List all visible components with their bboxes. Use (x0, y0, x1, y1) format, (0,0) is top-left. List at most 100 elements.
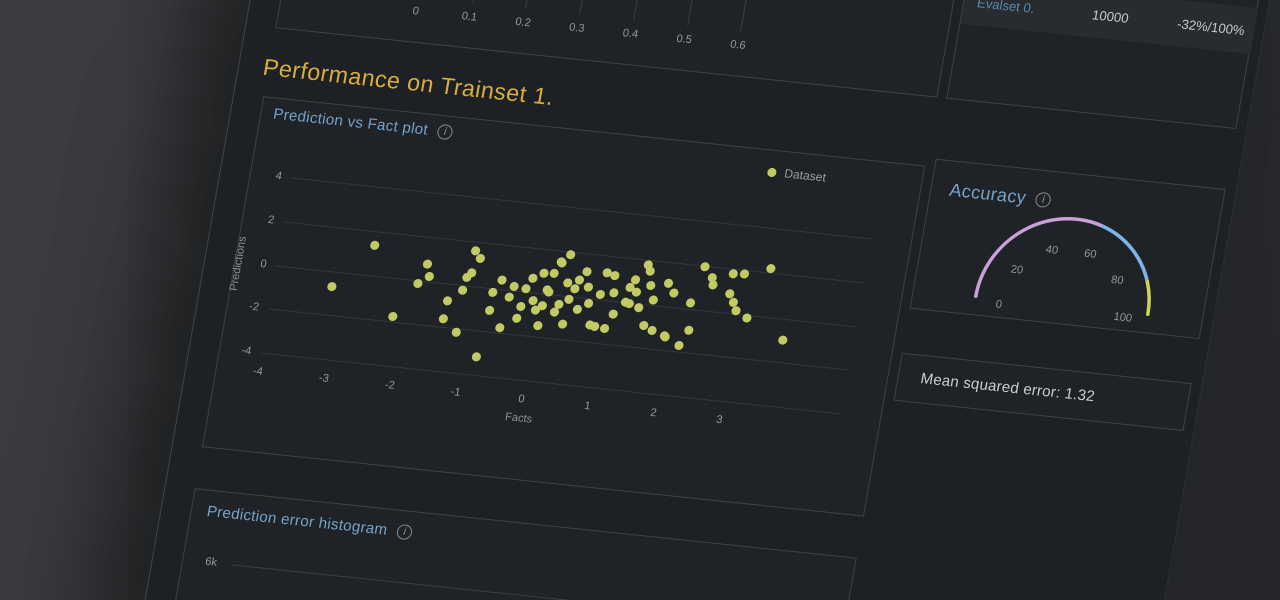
top-chart-x-tick: 0.3 (568, 21, 586, 36)
scatter-point (631, 286, 642, 297)
scatter-point (571, 304, 583, 315)
info-icon[interactable]: i (436, 123, 455, 141)
scatter-point (683, 325, 695, 335)
mse-panel: Mean squared error: 1.32 (893, 352, 1192, 432)
scatter-point (515, 301, 526, 312)
gauge-tick-label: 20 (1009, 262, 1025, 277)
scatter-x-tick: -2 (383, 378, 396, 392)
top-chart-x-tick: 0 (411, 5, 420, 18)
top-chart-gridline (740, 0, 767, 32)
scatter-y-tick: 4 (274, 169, 283, 183)
scatter-panel-title: Prediction vs Fact plot (271, 105, 430, 139)
scatter-point (608, 287, 620, 298)
scatter-point (673, 340, 684, 351)
scatter-x-tick: 0 (517, 392, 526, 406)
gauge-tick-labels: 0 20 40 60 80 100 (910, 160, 1226, 340)
scatter-point (663, 278, 675, 288)
scatter-point (563, 294, 574, 305)
x-axis-title: Facts (504, 410, 534, 426)
scatter-point (569, 283, 580, 294)
accuracy-panel: Accuracy i 0 20 40 60 80 100 (909, 158, 1226, 340)
scatter-point (422, 259, 433, 270)
scatter-point (511, 312, 522, 323)
scatter-point (543, 287, 555, 298)
gauge-arc-segment (974, 217, 1105, 298)
scatter-point (645, 280, 657, 291)
scatter-point (668, 287, 680, 298)
scatter-point (438, 313, 449, 324)
top-chart-x-tick: 0.6 (729, 38, 747, 52)
mse-value-text: Mean squared error: 1.32 (919, 370, 1097, 406)
scatter-point (644, 266, 656, 277)
scatter-point (503, 292, 515, 303)
scatter-point (565, 249, 577, 260)
evalset-table-row[interactable]: Evalset 0. 10000 -32%/100% (960, 0, 1259, 55)
legend-label: Dataset (783, 166, 828, 185)
y-axis-title: Predictions (227, 235, 250, 292)
scatter-point (487, 287, 498, 298)
evalset-name-link[interactable]: Evalset 0. (976, 0, 1036, 16)
scatter-point (553, 299, 565, 310)
scatter-point (475, 253, 486, 264)
top-chart-gridline (632, 0, 660, 20)
scatter-x-tick: 1 (583, 399, 592, 413)
legend-marker-icon (766, 166, 778, 177)
top-chart-gridline (471, 0, 499, 4)
scatter-point (589, 321, 601, 332)
scatter-point (727, 268, 739, 279)
gauge-tick-label: 100 (1112, 310, 1134, 325)
scatter-point (527, 295, 539, 306)
scatter-point (450, 327, 462, 338)
scatter-point (633, 302, 644, 313)
dashboard-page: 0 0.1 0.2 0.3 0.4 0.5 0.6 Evalset 0. 10000 -32… (98, 0, 1277, 600)
scatter-point (608, 308, 619, 319)
scatter-point (776, 335, 788, 346)
scatter-point (369, 240, 380, 251)
scatter-point (532, 321, 543, 331)
scatter-point (387, 311, 398, 322)
histogram-y-tick: 6k (204, 555, 218, 569)
scatter-point (699, 261, 711, 272)
scatter-point (326, 281, 338, 292)
scatter-point (647, 325, 658, 336)
top-chart-gridline (686, 0, 713, 26)
scatter-point (465, 267, 477, 278)
scatter-point (457, 285, 469, 296)
histogram-panel: Prediction error histogram i 6k (130, 488, 857, 600)
scatter-point (527, 273, 538, 284)
scatter-gridline (291, 177, 872, 240)
scatter-point (494, 322, 506, 333)
scatter-x-tick: -4 (251, 365, 264, 379)
gauge-tick-label: 80 (1110, 273, 1125, 287)
top-chart-gridline (579, 0, 606, 15)
scatter-x-tick: -1 (449, 385, 462, 399)
scatter-y-tick: -4 (240, 344, 253, 358)
top-chart-x-tick: 0.5 (675, 32, 693, 47)
scatter-gridline (268, 308, 849, 371)
scatter-point (582, 281, 594, 292)
scatter-y-tick: 0 (259, 257, 268, 271)
scatter-point (595, 289, 606, 300)
scatter-point (496, 274, 508, 285)
info-icon[interactable]: i (396, 523, 414, 541)
gauge-arc-segment (1145, 280, 1151, 317)
scatter-legend[interactable]: Dataset (766, 164, 828, 185)
scatter-point (583, 298, 594, 309)
scatter-point (659, 332, 671, 343)
evalset-panel: Evalset 0. 10000 -32%/100% (946, 0, 1270, 130)
evalset-count-value: 10000 (1091, 6, 1130, 26)
scatter-point (630, 274, 641, 285)
histogram-panel-title: Prediction error histogram (205, 502, 389, 539)
scatter-point (557, 318, 568, 329)
scatter-point (739, 269, 751, 279)
top-chart-x-tick: 0.4 (621, 27, 640, 41)
scatter-point (556, 257, 568, 268)
scatter-x-tick: 2 (649, 406, 658, 420)
gauge-tick-label: 40 (1044, 243, 1060, 257)
gauge-tick-label: 0 (994, 298, 1003, 312)
scatter-point (707, 280, 718, 291)
evalset-range-value: -32%/100% (1176, 15, 1246, 38)
scatter-point (538, 268, 549, 279)
accuracy-gauge[interactable] (910, 160, 1226, 340)
